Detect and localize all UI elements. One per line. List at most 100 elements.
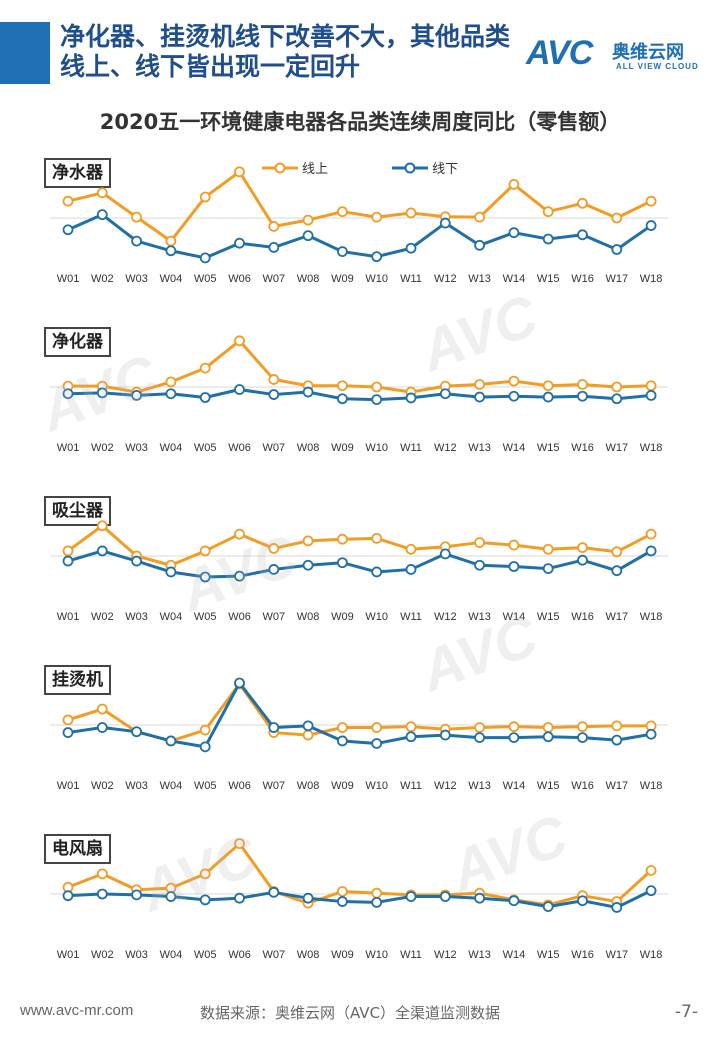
x-tick-label: W01 <box>57 949 80 961</box>
data-point <box>96 722 108 733</box>
data-point <box>199 362 211 374</box>
data-point <box>165 245 177 257</box>
x-tick-label: W03 <box>125 611 148 623</box>
data-point <box>405 242 417 254</box>
x-tick-label: W09 <box>331 780 354 792</box>
page-headline: 净化器、挂烫机线下改善不大，其他品类线上、线下皆出现一定回升 <box>60 22 511 81</box>
x-tick-label: W01 <box>57 442 80 454</box>
x-tick-label: W01 <box>57 611 80 623</box>
x-tick-label: W18 <box>640 949 663 961</box>
data-point <box>645 885 657 897</box>
data-point <box>645 195 657 207</box>
x-tick-label: W07 <box>262 273 285 285</box>
x-tick-label: W09 <box>331 949 354 961</box>
data-point <box>577 390 588 402</box>
data-point <box>577 542 588 553</box>
data-point <box>611 720 623 732</box>
data-point <box>96 888 108 900</box>
data-point <box>542 233 554 245</box>
x-tick-label: W18 <box>640 273 663 285</box>
data-point <box>508 561 520 572</box>
footer-source: 数据来源：奥维云网（AVC）全渠道监测数据 <box>200 1004 501 1022</box>
data-point <box>336 557 348 569</box>
data-point <box>405 207 417 219</box>
data-point <box>302 230 314 242</box>
x-tick-label: W17 <box>605 273 628 285</box>
x-tick-label: W09 <box>331 611 354 623</box>
x-tick-label: W12 <box>434 273 457 285</box>
data-point <box>508 732 520 743</box>
data-point <box>542 722 554 733</box>
data-point <box>62 555 74 567</box>
x-tick-label: W10 <box>365 949 388 961</box>
series-line <box>67 681 652 749</box>
data-point <box>577 197 588 209</box>
data-point <box>234 237 245 249</box>
x-tick-label: W16 <box>571 949 594 961</box>
data-point <box>234 677 245 689</box>
data-point <box>336 896 348 907</box>
panel-title: 电风扇 <box>44 834 111 864</box>
data-point <box>234 838 245 850</box>
x-tick-label: W02 <box>91 611 114 623</box>
x-tick-label: W12 <box>434 949 457 961</box>
x-tick-label: W10 <box>365 780 388 792</box>
data-point <box>577 895 588 907</box>
data-point <box>508 227 520 239</box>
x-tick-label: W09 <box>331 442 354 454</box>
x-tick-label: W08 <box>297 949 320 961</box>
data-point <box>508 895 520 907</box>
panel-plot: W01 W02 W03 W04 W05 W06 W07 W08 W09 W10 W11 W12 W13 W… <box>50 520 668 623</box>
data-point <box>268 389 280 400</box>
data-point <box>542 901 554 912</box>
x-tick-label: W06 <box>228 780 251 792</box>
x-tick-label: W05 <box>194 611 217 623</box>
data-point <box>474 732 486 743</box>
data-point <box>611 212 623 224</box>
data-point <box>371 722 383 733</box>
x-tick-label: W01 <box>57 273 80 285</box>
x-tick-label: W09 <box>331 273 354 285</box>
data-point <box>405 564 417 575</box>
data-point <box>542 206 554 218</box>
data-point <box>131 889 143 901</box>
x-tick-label: W13 <box>468 949 491 961</box>
x-tick-label: W10 <box>365 442 388 454</box>
data-point <box>336 735 348 747</box>
data-point <box>474 239 486 251</box>
chart-panel-fan: 电风扇 W01 W02 W03 W04 W05 W06 W07 W08 W09 W10 W11 W12… <box>0 834 720 1002</box>
data-point <box>439 217 451 229</box>
legend-offline-swatch <box>392 162 429 173</box>
panel-title: 净化器 <box>44 327 111 357</box>
x-tick-label: W13 <box>468 780 491 792</box>
data-point <box>268 221 280 232</box>
data-point <box>96 868 108 880</box>
data-point <box>268 886 280 898</box>
x-tick-label: W07 <box>262 949 285 961</box>
data-point <box>96 545 108 557</box>
data-point <box>508 539 520 551</box>
x-tick-label: W14 <box>503 611 526 623</box>
data-point <box>199 894 211 906</box>
data-point <box>234 384 245 395</box>
data-point <box>268 722 280 733</box>
data-point <box>268 242 280 253</box>
legend-offline-label: 线下 <box>432 162 459 177</box>
data-point <box>96 703 108 715</box>
x-tick-label: W11 <box>400 780 422 792</box>
x-tick-label: W12 <box>434 611 457 623</box>
data-point <box>302 729 314 741</box>
x-tick-label: W18 <box>640 780 663 792</box>
data-point <box>577 229 588 241</box>
data-point <box>302 720 314 732</box>
data-point <box>336 393 348 405</box>
chart-legend: 线上 线下 <box>262 158 518 179</box>
x-tick-label: W13 <box>468 442 491 454</box>
data-point <box>474 211 486 223</box>
data-point <box>336 722 348 733</box>
x-tick-label: W02 <box>91 780 114 792</box>
data-point <box>268 374 280 385</box>
data-point <box>371 211 383 223</box>
data-point <box>302 214 314 226</box>
data-point <box>542 543 554 555</box>
